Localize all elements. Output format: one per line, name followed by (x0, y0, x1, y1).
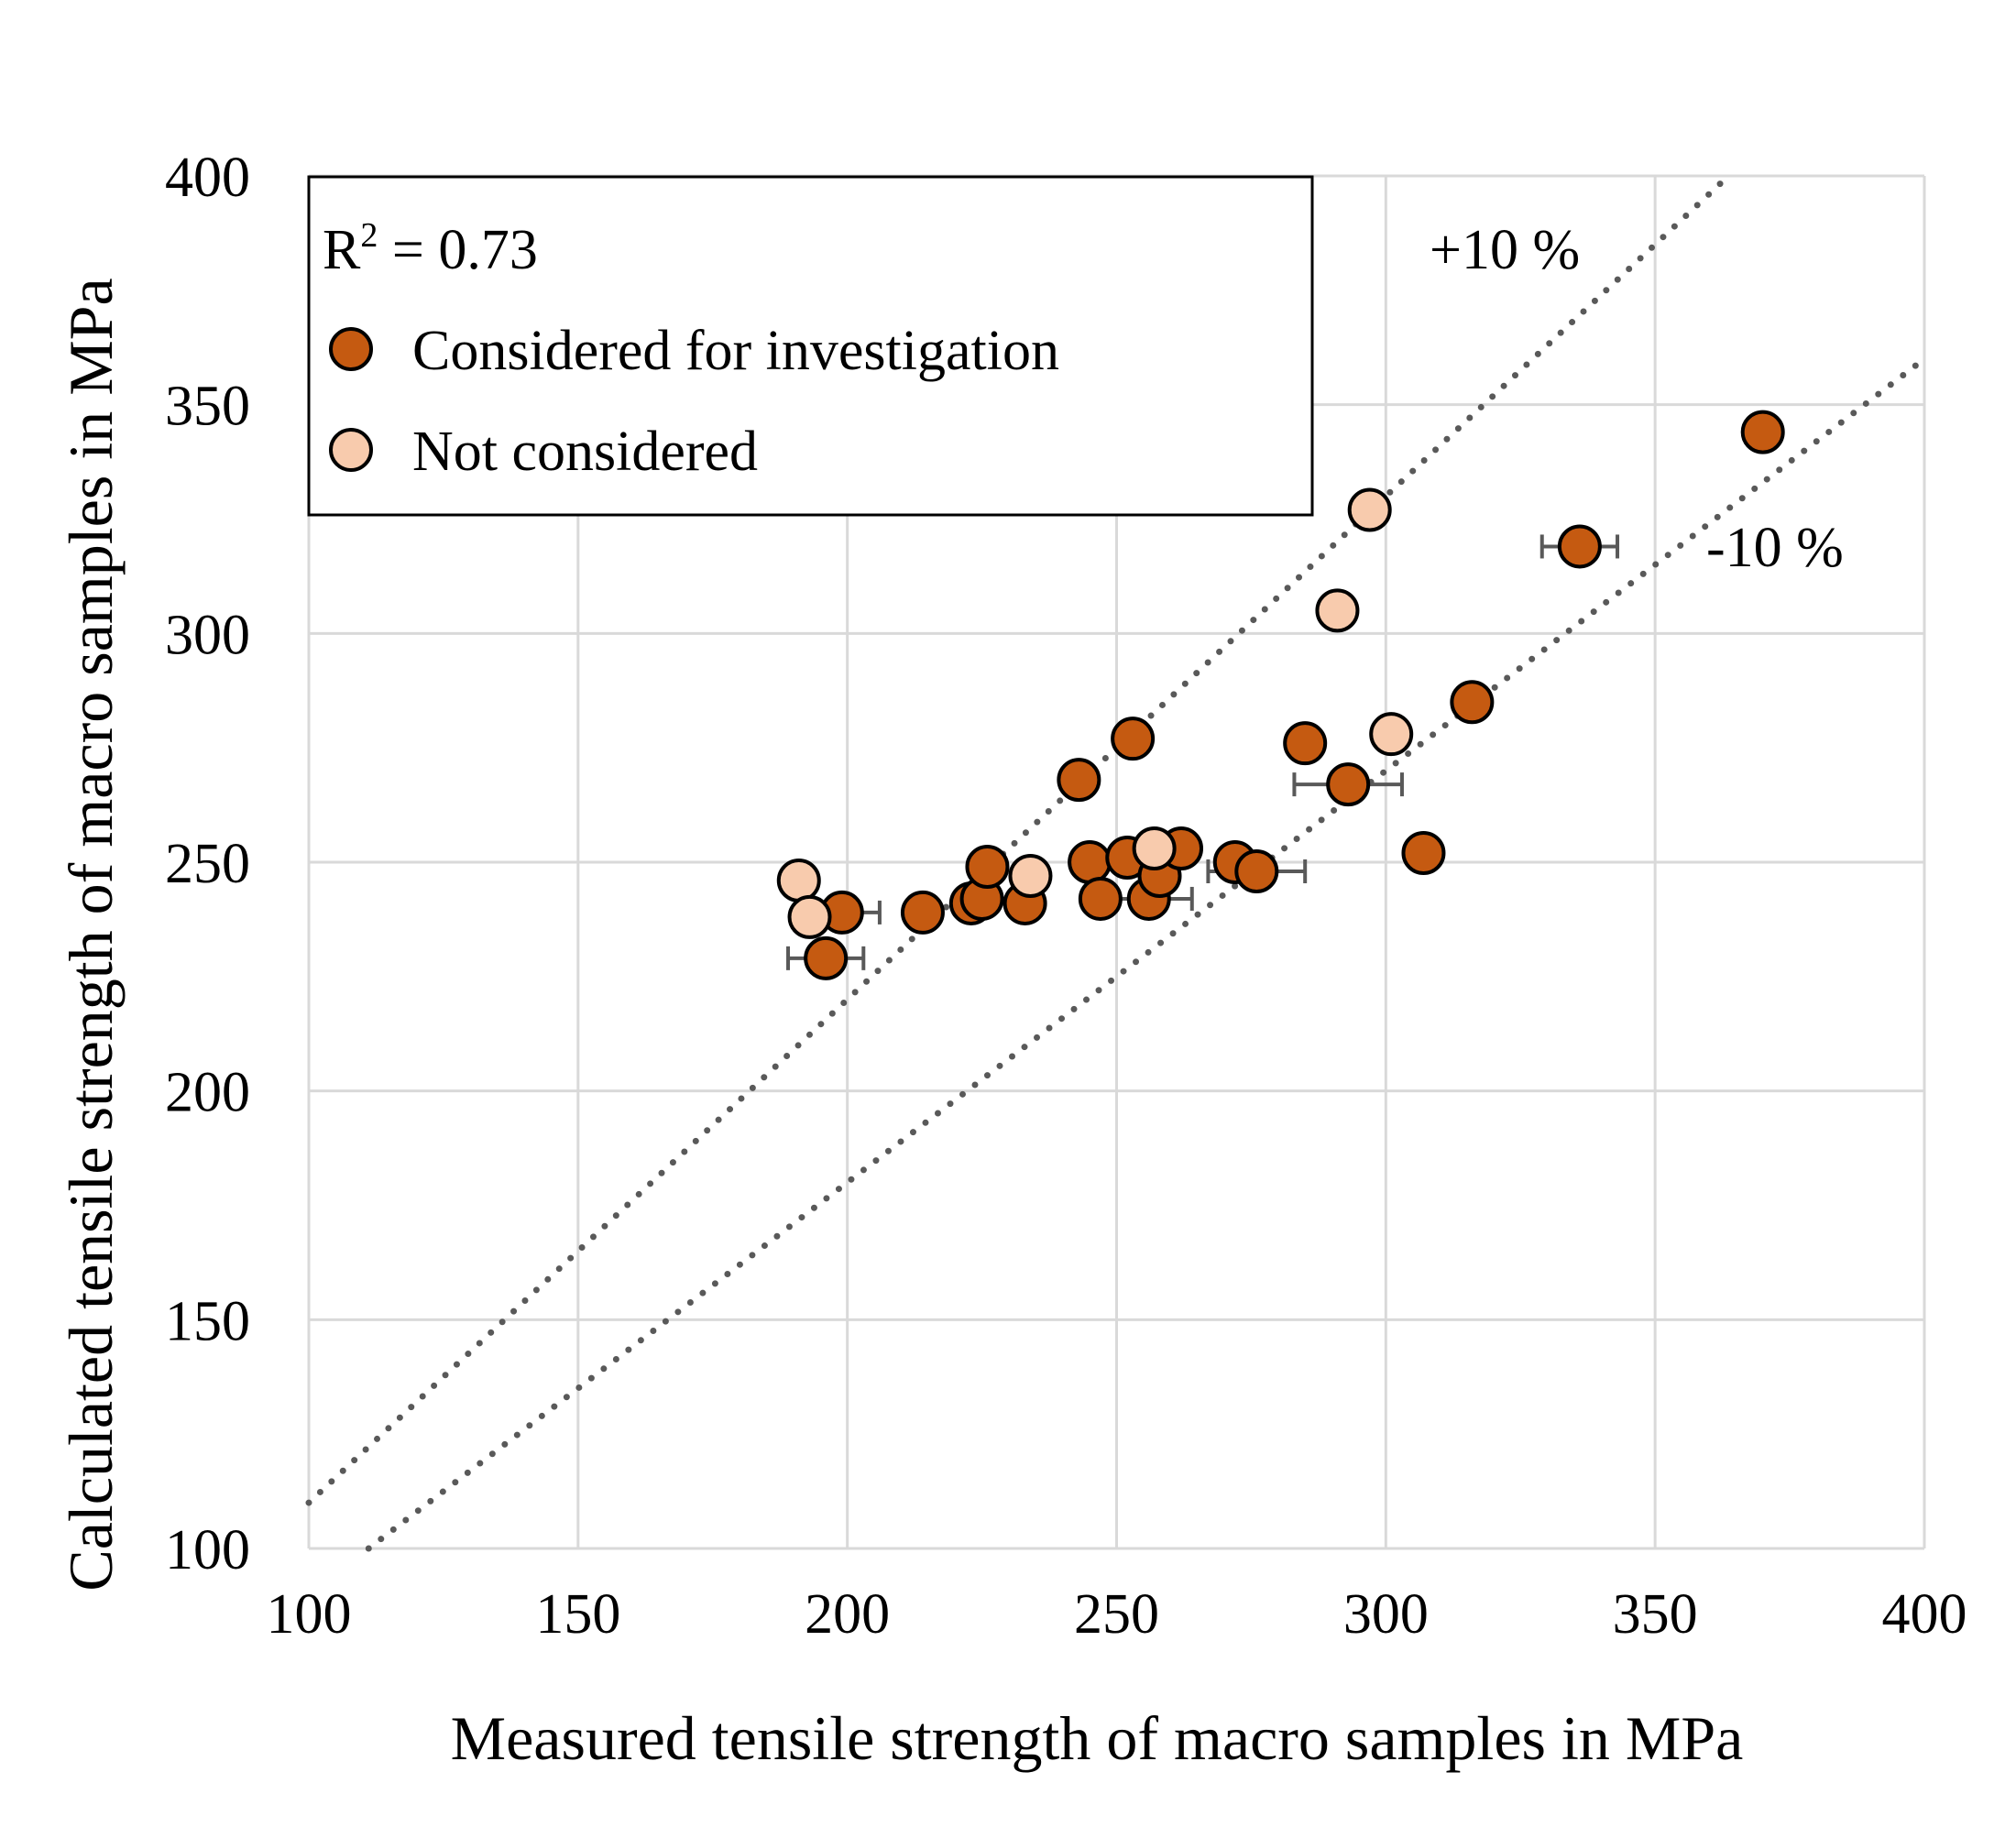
point-not-considered (1315, 588, 1360, 633)
point-considered (1111, 717, 1156, 761)
point-considered (1557, 524, 1602, 569)
r-squared-label: R2 = 0.73 (323, 216, 538, 281)
y-tick-label: 100 (165, 1519, 250, 1581)
minus-10-label: -10 % (1706, 517, 1844, 579)
x-tick-label: 200 (805, 1583, 890, 1646)
x-tick-label: 350 (1613, 1583, 1698, 1646)
legend-label-considered: Considered for investigation (412, 320, 1059, 382)
point-not-considered (787, 894, 832, 939)
y-tick-label: 300 (165, 604, 250, 666)
legend-box (307, 175, 1314, 517)
x-tick-label: 250 (1074, 1583, 1159, 1646)
data-points (776, 410, 1785, 980)
legend-marker-considered (329, 327, 373, 371)
point-not-considered (776, 858, 821, 903)
point-considered (1057, 758, 1101, 803)
point-considered (1068, 840, 1112, 884)
point-considered (1740, 410, 1785, 454)
legend-label-not-considered: Not considered (412, 421, 758, 483)
guide-line (305, 172, 1732, 1506)
point-considered (900, 890, 945, 935)
r2-value: = 0.73 (378, 219, 537, 281)
tick-labels: 100 150 200 250 300 350 400 100 150 200 250 300 350 4… (165, 147, 1967, 1646)
guide-line (365, 356, 1928, 1552)
point-considered (1326, 762, 1371, 807)
y-axis-title: Calculated tensile strength of macro sam… (56, 278, 126, 1591)
point-considered (965, 844, 1010, 889)
x-tick-label: 400 (1882, 1583, 1967, 1646)
r2-superscript: 2 (360, 216, 378, 255)
y-tick-label: 200 (165, 1062, 250, 1124)
point-not-considered (1132, 826, 1177, 871)
legend: R2 = 0.73 Considered for investigation N… (307, 175, 1314, 517)
y-tick-label: 350 (165, 376, 250, 438)
point-considered (1283, 721, 1328, 766)
r2-r: R (323, 219, 361, 281)
guide-lines (305, 172, 1928, 1552)
point-considered (1450, 680, 1495, 725)
point-not-considered (1347, 487, 1392, 532)
legend-marker-not-considered (329, 428, 373, 472)
x-tick-label: 150 (535, 1583, 620, 1646)
point-considered (1234, 848, 1279, 893)
y-tick-label: 250 (165, 833, 250, 895)
y-tick-label: 400 (165, 147, 250, 209)
x-axis-title: Measured tensile strength of macro sampl… (451, 1703, 1744, 1773)
point-not-considered (1369, 712, 1414, 757)
point-considered (804, 935, 849, 980)
plus-10-label: +10 % (1430, 219, 1580, 281)
x-tick-label: 100 (267, 1583, 352, 1646)
y-tick-label: 150 (165, 1290, 250, 1352)
point-considered (1078, 876, 1123, 921)
point-not-considered (1008, 853, 1053, 898)
point-considered (1401, 831, 1446, 876)
x-tick-label: 300 (1343, 1583, 1429, 1646)
